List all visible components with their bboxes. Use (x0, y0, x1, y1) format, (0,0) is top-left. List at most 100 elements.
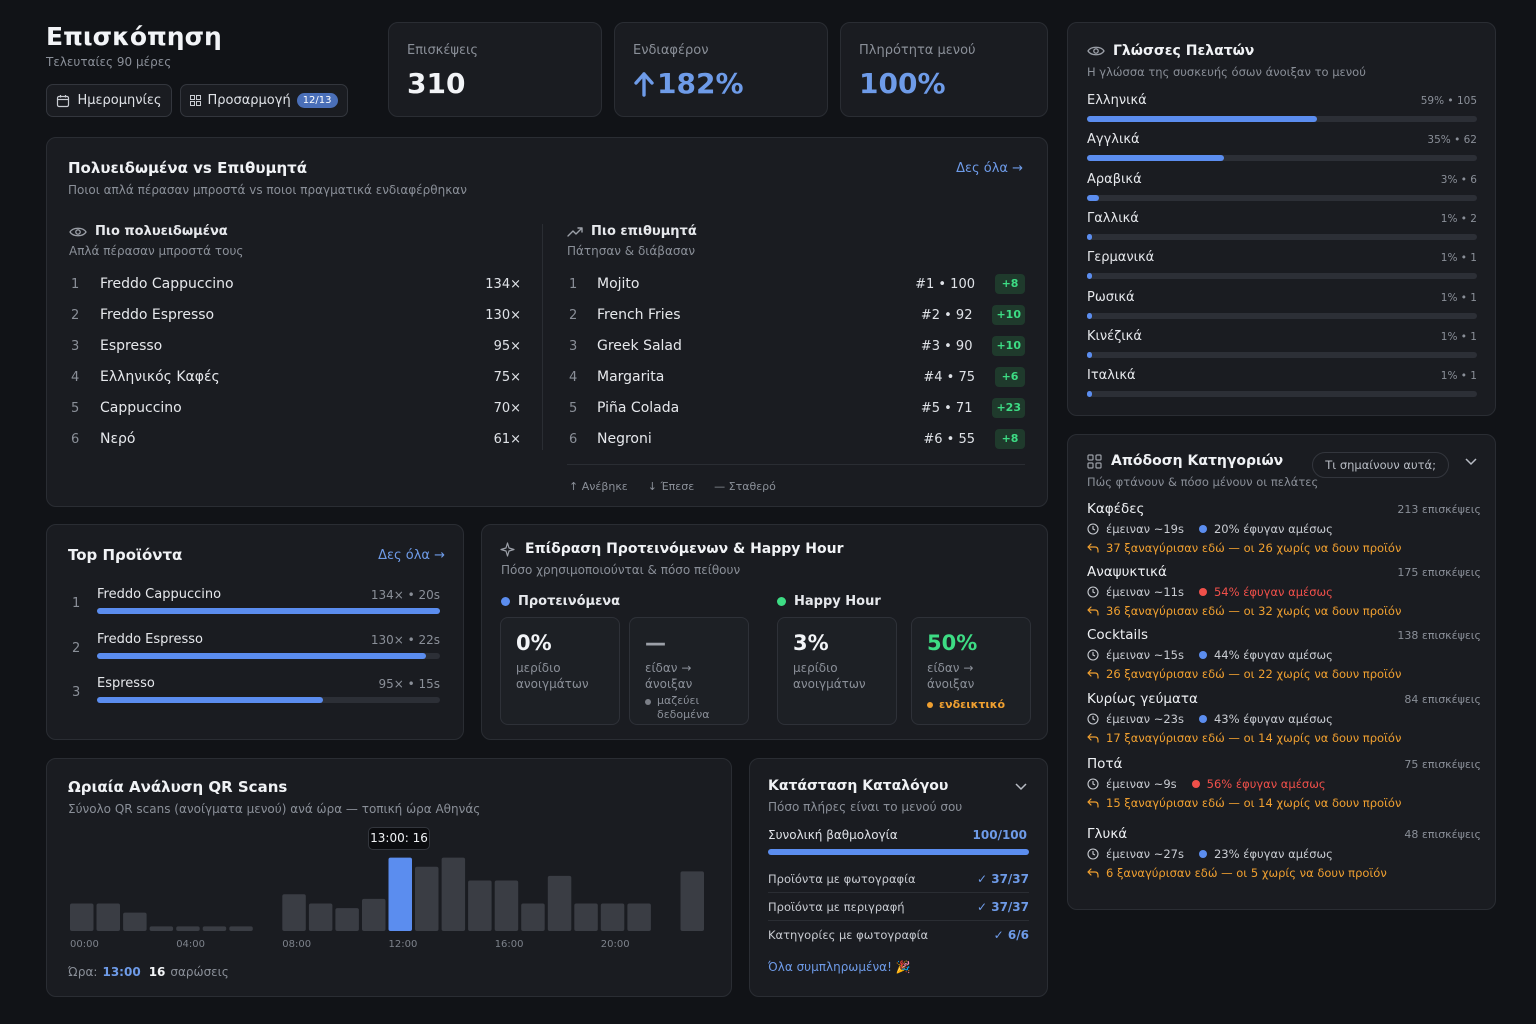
bar[interactable] (202, 926, 227, 931)
row-score: #5 • 71 (920, 400, 973, 416)
bounce-rate: 43% έφυγαν αμέσως (1213, 712, 1333, 726)
stay-time: έμειναν ~23s (1106, 712, 1184, 726)
languages-card: Γλώσσες Πελατών Η γλώσσα της συσκευής όσ… (1067, 22, 1496, 416)
card-title: Top Προϊόντα (68, 546, 183, 564)
tile-value: 50% (927, 631, 978, 655)
bar[interactable] (176, 926, 200, 931)
bar[interactable] (521, 903, 545, 932)
card-title: Πολυειδωμένα vs Επιθυμητά (68, 159, 308, 177)
most-wanted-row[interactable]: 2 French Fries #2 • 92 +10 (567, 303, 1025, 327)
language-name: Ελληνικά (1087, 93, 1147, 108)
category-name: Κυρίως γεύματα (1087, 691, 1198, 707)
bar[interactable] (70, 903, 94, 932)
calendar-icon (56, 94, 70, 108)
category-returns: 36 ξαναγύρισαν εδώ — οι 32 χωρίς να δουν… (1087, 604, 1401, 618)
row-rank: 5 (71, 400, 80, 416)
top-product-row[interactable]: 3 Espresso 95× • 15s (68, 674, 440, 714)
category-name: Ποτά (1087, 756, 1123, 772)
see-all-link[interactable]: Δες όλα → (378, 548, 445, 563)
top-product-row[interactable]: 1 Freddo Cappuccino 134× • 20s (68, 585, 440, 625)
language-bar-fill (1087, 391, 1092, 398)
bar[interactable] (335, 908, 359, 931)
chevron-down-icon[interactable] (1015, 783, 1027, 791)
bounce-rate: 44% έφυγαν αμέσως (1213, 648, 1333, 662)
most-wanted-row[interactable]: 1 Mojito #1 • 100 +8 (567, 272, 1025, 296)
most-wanted-row[interactable]: 5 Piña Colada #5 • 71 +23 (567, 396, 1025, 420)
returns-text: 6 ξαναγύρισαν εδώ — οι 5 χωρίς να δουν π… (1106, 866, 1387, 880)
bounce-rate: 23% έφυγαν αμέσως (1213, 847, 1333, 861)
bar[interactable] (282, 894, 306, 931)
most-viewed-row[interactable]: 1 Freddo Cappuccino 134× (69, 272, 521, 296)
row-score: #2 • 92 (920, 307, 973, 323)
most-viewed-row[interactable]: 2 Freddo Espresso 130× (69, 303, 521, 327)
bar[interactable] (308, 903, 333, 932)
category-row[interactable]: Ποτά 75 επισκέψεις έμειναν ~9s 56% έφυγαν α… (1087, 756, 1481, 816)
language-bar-fill (1087, 194, 1099, 201)
bar[interactable] (229, 926, 253, 931)
category-stats: έμειναν ~23s 43% έφυγαν αμέσως (1087, 712, 1333, 726)
catalog-row-value: ✓ 6/6 (993, 928, 1029, 942)
customize-button[interactable]: Προσαρμογή 12/13 (180, 84, 348, 117)
language-bar-fill (1087, 155, 1224, 162)
most-wanted-row[interactable]: 6 Negroni #6 • 55 +8 (567, 427, 1025, 451)
language-bar-fill (1087, 312, 1092, 319)
row-name: Espresso (100, 338, 163, 354)
bar[interactable] (627, 903, 651, 932)
category-row[interactable]: Καφέδες 213 επισκέψεις έμειναν ~19s 20% έφυ… (1087, 501, 1481, 561)
most-viewed-row[interactable]: 3 Espresso 95× (69, 334, 521, 358)
chevron-down-icon[interactable] (1465, 458, 1477, 466)
language-bar (1087, 116, 1477, 122)
returns-text: 36 ξαναγύρισαν εδώ — οι 32 χωρίς να δουν… (1106, 604, 1402, 618)
bar[interactable] (96, 903, 121, 932)
bar[interactable] (600, 903, 625, 932)
bar[interactable] (362, 898, 386, 931)
category-name: Αναψυκτικά (1087, 564, 1167, 580)
delta-badge: +8 (995, 274, 1025, 294)
bar[interactable] (574, 903, 598, 932)
bar-highlighted[interactable] (388, 857, 413, 931)
column-subtitle: Απλά πέρασαν μπροστά τους (69, 244, 244, 258)
most-viewed-row[interactable]: 4 Ελληνικός Καφές 75× (69, 365, 521, 389)
bar[interactable] (468, 880, 492, 932)
most-wanted-row[interactable]: 4 Margarita #4 • 75 +6 (567, 365, 1025, 389)
bar[interactable] (123, 912, 147, 931)
legend-down: ↓ Έπεσε (647, 480, 695, 493)
stat-value: 100% (859, 67, 946, 100)
product-meta: 130× • 22s (370, 632, 440, 647)
page-header: Επισκόπηση Τελευταίες 90 μέρες (46, 22, 366, 122)
score-value: 100/100 (972, 828, 1027, 842)
category-row[interactable]: Αναψυκτικά 175 επισκέψεις έμειναν ~11s 54% … (1087, 564, 1481, 624)
category-name: Cocktails (1087, 627, 1149, 643)
see-all-link[interactable]: Δες όλα → (956, 161, 1023, 176)
bar[interactable] (441, 857, 466, 931)
list-divider (567, 464, 1025, 465)
dates-button[interactable]: Ημερομηνίες (46, 84, 172, 117)
most-wanted-row[interactable]: 3 Greek Salad #3 • 90 +10 (567, 334, 1025, 358)
bar[interactable] (415, 866, 439, 931)
language-bar (1087, 155, 1477, 162)
product-meta: 134× • 20s (370, 588, 440, 602)
most-viewed-row[interactable]: 6 Νερό 61× (69, 427, 521, 451)
bar[interactable] (547, 875, 572, 931)
card-title: Απόδοση Κατηγοριών (1111, 453, 1284, 469)
language-meta: 3% • 6 (1440, 173, 1477, 186)
category-row[interactable]: Cocktails 138 επισκέψεις έμειναν ~15s 44% έ… (1087, 627, 1481, 687)
top-product-row[interactable]: 2 Freddo Espresso 130× • 22s (68, 630, 440, 670)
row-count: 61× (493, 431, 521, 447)
most-viewed-row[interactable]: 5 Cappuccino 70× (69, 396, 521, 420)
category-row[interactable]: Κυρίως γεύματα 84 επισκέψεις έμειναν ~23s 4… (1087, 691, 1481, 751)
customize-button-label: Προσαρμογή (207, 93, 291, 108)
category-stats: έμειναν ~15s 44% έφυγαν αμέσως (1087, 648, 1333, 662)
category-row[interactable]: Γλυκά 48 επισκέψεις έμειναν ~27s 23% έφυγαν… (1087, 826, 1481, 886)
dot-blue (1198, 525, 1207, 533)
bar[interactable] (149, 926, 174, 931)
category-visits: 175 επισκέψεις (1397, 566, 1481, 579)
bar[interactable] (494, 880, 519, 932)
help-button[interactable]: Τι σημαίνουν αυτά; (1312, 452, 1449, 478)
stay-time: έμειναν ~11s (1106, 585, 1184, 599)
catalog-row-value: ✓ 37/37 (976, 899, 1029, 914)
language-meta: 1% • 1 (1440, 291, 1477, 304)
row-rank: 2 (569, 307, 578, 323)
returns-text: 17 ξαναγύρισαν εδώ — οι 14 χωρίς να δουν… (1106, 731, 1402, 745)
bar[interactable] (680, 871, 705, 931)
